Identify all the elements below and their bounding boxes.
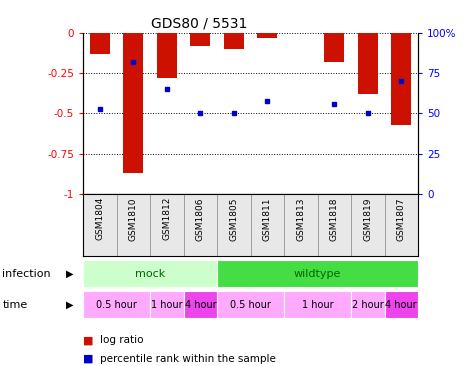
Text: GSM1806: GSM1806 [196, 197, 205, 240]
Text: ■: ■ [83, 335, 94, 346]
Text: GSM1810: GSM1810 [129, 197, 138, 240]
Text: ▶: ▶ [66, 269, 73, 279]
Bar [385, 291, 418, 318]
Bar [83, 260, 217, 287]
Text: GSM1819: GSM1819 [363, 197, 372, 240]
Text: 4 hour: 4 hour [385, 300, 417, 310]
Text: infection: infection [2, 269, 51, 279]
Bar [124, 33, 143, 173]
Bar [391, 33, 411, 125]
Bar [358, 33, 378, 94]
Bar [257, 33, 277, 38]
Text: GSM1812: GSM1812 [162, 197, 171, 240]
Text: 0.5 hour: 0.5 hour [230, 300, 271, 310]
Bar [90, 33, 110, 54]
Text: GDS80 / 5531: GDS80 / 5531 [152, 16, 247, 30]
Text: 1 hour: 1 hour [151, 300, 183, 310]
Text: GSM1818: GSM1818 [330, 197, 339, 240]
Bar [190, 33, 210, 46]
Text: 4 hour: 4 hour [184, 300, 216, 310]
Bar [217, 260, 418, 287]
Text: ▶: ▶ [66, 300, 73, 310]
Text: GSM1811: GSM1811 [263, 197, 272, 240]
Text: ■: ■ [83, 354, 94, 364]
Text: GSM1807: GSM1807 [397, 197, 406, 240]
Bar [224, 33, 244, 49]
Bar [284, 291, 351, 318]
Text: 0.5 hour: 0.5 hour [96, 300, 137, 310]
Text: percentile rank within the sample: percentile rank within the sample [100, 354, 276, 364]
Text: mock: mock [135, 269, 165, 279]
Text: GSM1813: GSM1813 [296, 197, 305, 240]
Text: GSM1804: GSM1804 [95, 197, 104, 240]
Text: log ratio: log ratio [100, 335, 143, 346]
Text: wildtype: wildtype [294, 269, 341, 279]
Text: 1 hour: 1 hour [302, 300, 333, 310]
Text: time: time [2, 300, 28, 310]
Bar [150, 291, 184, 318]
Bar [324, 33, 344, 62]
Text: 2 hour: 2 hour [352, 300, 384, 310]
Bar [157, 33, 177, 78]
Bar [217, 291, 284, 318]
Bar [351, 291, 385, 318]
Text: GSM1805: GSM1805 [229, 197, 238, 240]
Bar [83, 291, 150, 318]
Bar [183, 291, 217, 318]
